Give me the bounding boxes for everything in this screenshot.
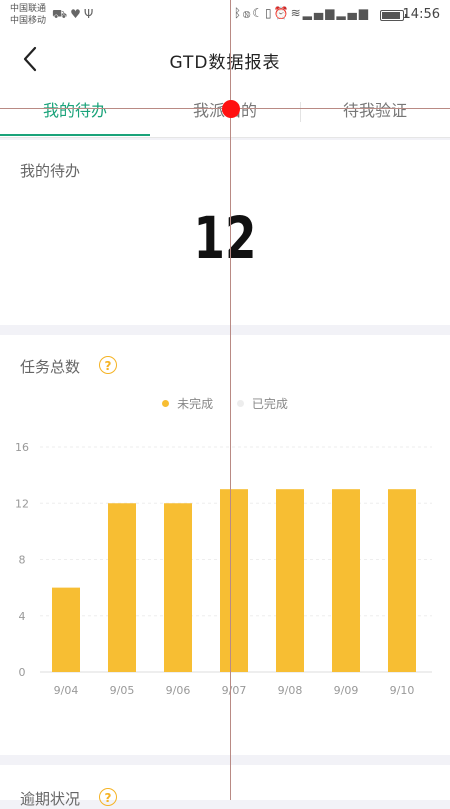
nfc-icon: Ⓝ <box>243 6 252 20</box>
battery-level <box>382 12 400 19</box>
app-header: GTD数据报表 <box>0 30 450 88</box>
carrier-2: 中国移动 <box>10 15 46 27</box>
overdue-card: 逾期状况 ? <box>0 765 450 800</box>
carrier-1: 中国联通 <box>10 3 46 15</box>
bar-incomplete <box>388 489 416 672</box>
bar-incomplete <box>164 503 192 672</box>
bar-incomplete <box>52 588 80 672</box>
pending-card: 我的待办 12 <box>0 140 450 325</box>
touch-indicator <box>222 100 240 118</box>
tab-awaiting-verification[interactable]: 待我验证 <box>300 88 450 137</box>
y-tick-label: 4 <box>19 610 26 623</box>
page-title: GTD数据报表 <box>0 48 450 73</box>
heart-pulse-icon: ♥ <box>70 7 84 21</box>
battery-icon <box>380 10 404 21</box>
status-time: 14:56 <box>403 7 440 22</box>
x-tick-label: 9/10 <box>390 684 415 697</box>
tab-divider <box>300 102 301 122</box>
status-bar: 中国联通 中国移动 ⛟♥Ψ ᛒⓃ☾▯⏰≋▂▄▆▂▄▆ 14:56 <box>0 0 450 30</box>
x-tick-label: 9/09 <box>334 684 359 697</box>
bar-incomplete <box>332 489 360 672</box>
pointer-crosshair-vertical <box>230 0 231 800</box>
x-tick-label: 9/05 <box>110 684 135 697</box>
usb-icon: Ψ <box>84 7 96 21</box>
y-tick-label: 12 <box>15 497 29 510</box>
y-tick-label: 16 <box>15 441 29 454</box>
overdue-label: 逾期状况 <box>20 788 80 809</box>
system-icons: ᛒⓃ☾▯⏰≋▂▄▆▂▄▆ <box>234 6 370 20</box>
y-tick-label: 0 <box>19 666 26 679</box>
signal-3g-icon: ▂▄▆ <box>303 6 337 20</box>
bar-incomplete <box>108 503 136 672</box>
bar-incomplete <box>276 489 304 672</box>
carrier-info: 中国联通 中国移动 <box>10 3 46 27</box>
task-bar-chart: 0 4 8 12 16 9/04 9/05 9/06 9/07 9/08 9/09 9/10 <box>0 335 450 755</box>
notification-icons: ⛟♥Ψ <box>52 7 96 23</box>
vibrate-icon: ▯ <box>265 6 274 20</box>
task-total-card: 任务总数 ? 未完成 已完成 0 4 8 12 16 9/04 9/05 9/06 9/07 9/… <box>0 335 450 755</box>
wifi-icon: ≋ <box>291 6 303 20</box>
pending-count: 12 <box>50 204 401 272</box>
y-tick-label: 8 <box>19 554 26 567</box>
tab-my-pending[interactable]: 我的待办 <box>0 88 150 137</box>
pending-label: 我的待办 <box>20 160 80 181</box>
x-tick-label: 9/08 <box>278 684 303 697</box>
x-tick-label: 9/04 <box>54 684 79 697</box>
x-tick-label: 9/07 <box>222 684 247 697</box>
x-tick-label: 9/06 <box>166 684 191 697</box>
moon-icon: ☾ <box>252 6 265 20</box>
signal-4g-icon: ▂▄▆ <box>336 6 370 20</box>
bluetooth-icon: ᛒ <box>234 6 243 20</box>
bar-incomplete <box>220 489 248 672</box>
question-circle-icon[interactable]: ? <box>99 788 117 806</box>
alarm-icon: ⏰ <box>274 6 291 20</box>
truck-icon: ⛟ <box>52 7 70 21</box>
